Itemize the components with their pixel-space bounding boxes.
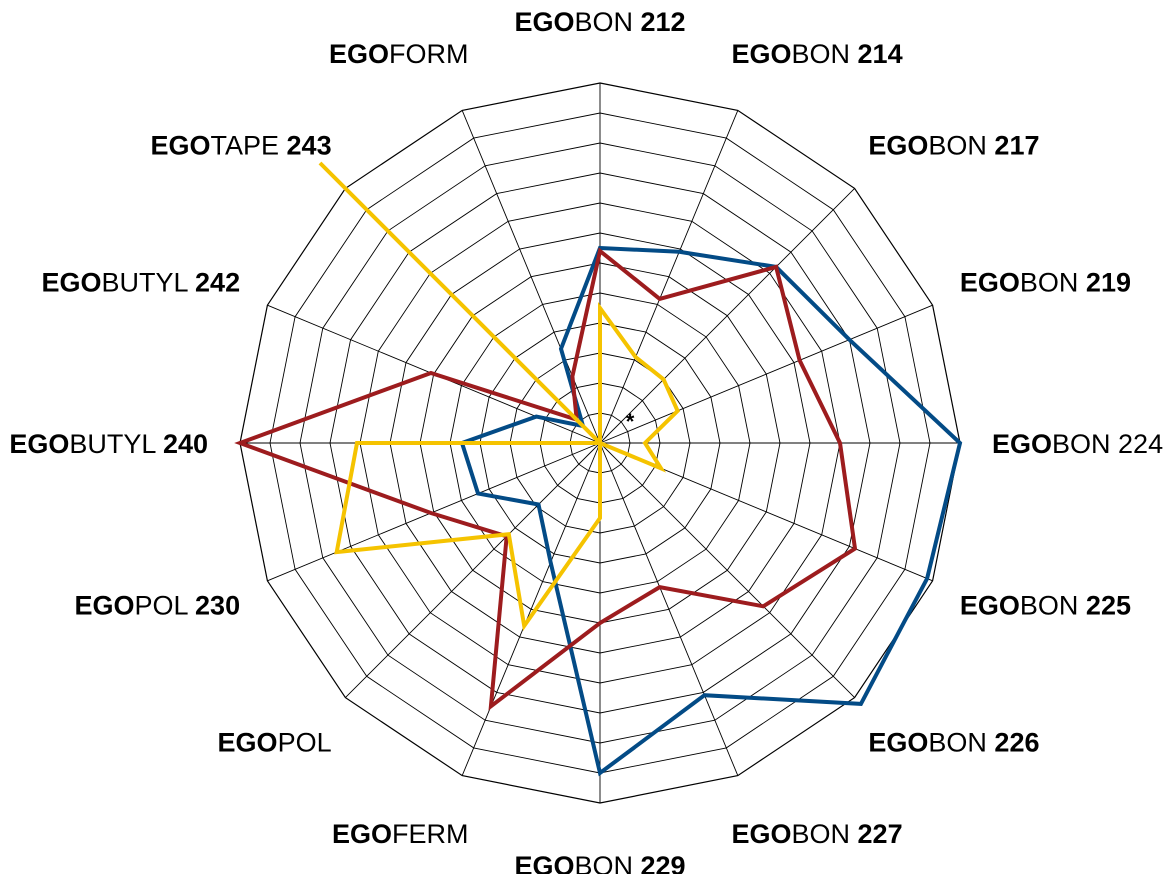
axis-label-part: 214 (858, 39, 903, 69)
axis-label-2: EGOBON 214 (732, 39, 903, 69)
axis-label-1: EGOBON 212 (514, 7, 685, 37)
axis-label-part: BON (1020, 268, 1086, 298)
axis-label-part: 212 (640, 7, 685, 37)
axis-label-part: BUTYL (69, 429, 163, 459)
axis-label-part: BUTYL (102, 268, 196, 298)
axis-label-16: EGOFORM (329, 39, 469, 69)
axis-label-part: 242 (195, 268, 240, 298)
axis-label-part: EGO (868, 727, 928, 757)
axis-label-part: BON (1020, 591, 1086, 621)
axis-label-part: EGO (329, 39, 389, 69)
axis-label-9: EGOBON 229 (514, 851, 685, 874)
axis-label-part: EGO (960, 591, 1020, 621)
series-line-3 (318, 161, 680, 632)
axis-label-part: EGO (514, 7, 574, 37)
axis-label-part: BON (928, 727, 994, 757)
axis-label-part: 243 (287, 131, 332, 161)
axis-label-part: BON (1052, 429, 1118, 459)
axis-label-part: FERM (392, 819, 469, 849)
axis-label-part: 224 (1118, 429, 1163, 459)
axis-label-8: EGOBON 227 (732, 819, 903, 849)
axis-label-part: BON (574, 7, 640, 37)
axis-label-part: 229 (640, 851, 685, 874)
axis-label-part: EGO (868, 131, 928, 161)
axis-label-part: 219 (1086, 268, 1131, 298)
axis-label-part: EGO (332, 819, 392, 849)
series-line-2 (234, 247, 858, 711)
grid-spoke-3 (599, 188, 855, 444)
axis-label-part: POL (135, 591, 196, 621)
grid-spoke-4 (599, 304, 933, 444)
axis-label-part: EGO (960, 268, 1020, 298)
axis-label-part: EGO (514, 851, 574, 874)
axis-label-part: TAPE (211, 131, 287, 161)
axis-label-part: BON (792, 39, 858, 69)
grid-spoke-7 (599, 442, 855, 698)
axis-label-3: EGOBON 217 (868, 131, 1039, 161)
axis-label-part: BON (792, 819, 858, 849)
axis-label-15: EGOTAPE 243 (150, 131, 331, 161)
axis-label-7: EGOBON 226 (868, 727, 1039, 757)
series-line-1 (459, 245, 963, 777)
grid-spoke-8 (599, 442, 739, 776)
axis-label-12: EGOPOL 230 (74, 591, 240, 621)
axis-label-part: POL (278, 727, 332, 757)
axis-label-11: EGOPOL (218, 727, 332, 757)
axis-label-part: 240 (163, 429, 208, 459)
axis-label-part: EGO (9, 429, 69, 459)
axis-label-part: EGO (74, 591, 134, 621)
axis-label-part: 226 (994, 727, 1039, 757)
axis-label-4: EGOBON 219 (960, 268, 1131, 298)
radar-series (234, 161, 963, 777)
axis-label-6: EGOBON 225 (960, 591, 1131, 621)
axis-label-part: EGO (732, 39, 792, 69)
axis-label-part: EGO (150, 131, 210, 161)
axis-label-part: BON (928, 131, 994, 161)
axis-label-14: EGOBUTYL 242 (41, 268, 240, 298)
axis-label-part: EGO (218, 727, 278, 757)
axis-label-part: FORM (389, 39, 468, 69)
center-marker: * (626, 409, 635, 434)
grid-spoke-16 (461, 110, 601, 444)
axis-label-13: EGOBUTYL 240 (9, 429, 208, 459)
axis-label-part: 225 (1086, 591, 1131, 621)
axis-label-part: 230 (195, 591, 240, 621)
grid-spoke-10 (461, 442, 601, 776)
axis-label-5: EGOBON 224 (992, 429, 1163, 459)
axis-label-10: EGOFERM (332, 819, 469, 849)
grid-spoke-11 (345, 442, 601, 698)
axis-label-part: EGO (732, 819, 792, 849)
axis-label-part: 227 (858, 819, 903, 849)
grid-spoke-2 (599, 110, 739, 444)
axis-label-part: BON (574, 851, 640, 874)
axis-label-part: 217 (994, 131, 1039, 161)
axis-label-part: EGO (992, 429, 1052, 459)
axis-label-part: EGO (41, 268, 101, 298)
